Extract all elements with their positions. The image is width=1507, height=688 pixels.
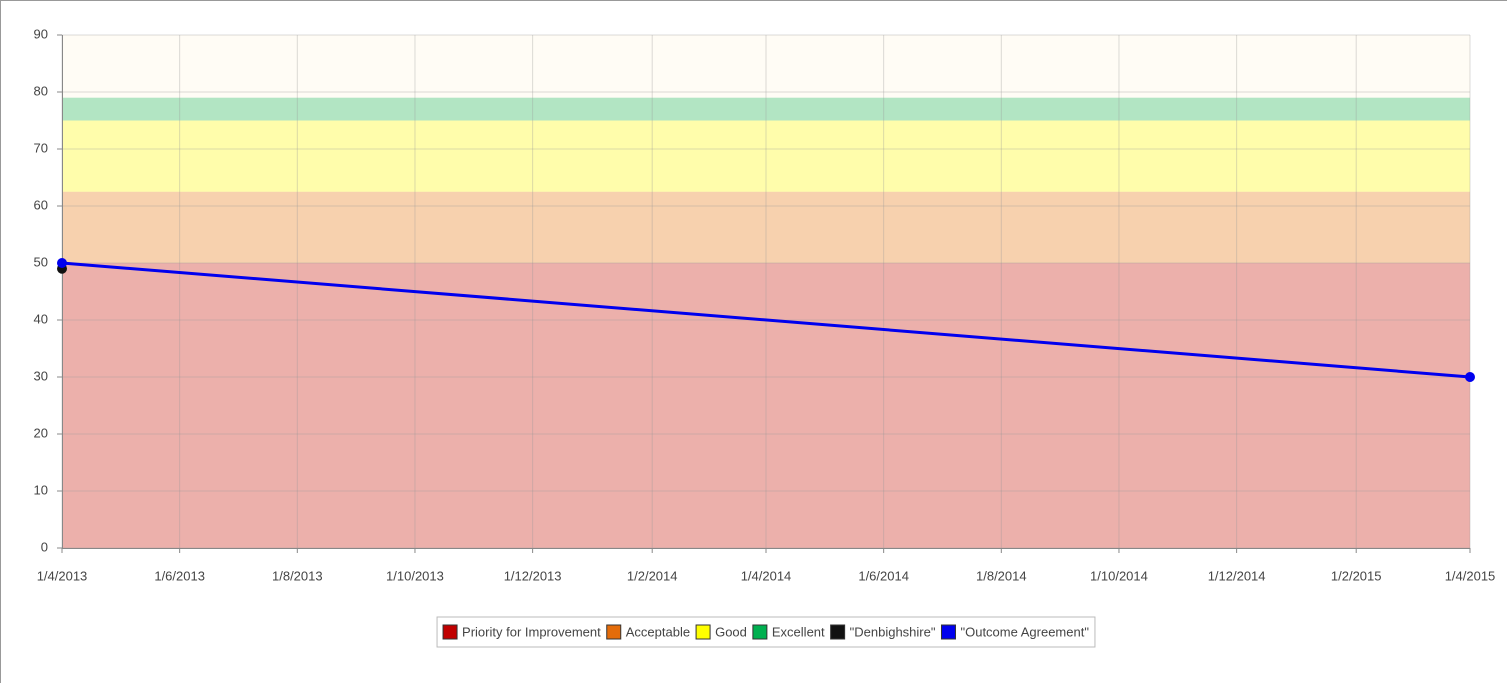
y-tick-label: 90 xyxy=(34,26,48,41)
legend-label: "Outcome Agreement" xyxy=(960,624,1089,639)
x-tick-label: 1/12/2014 xyxy=(1208,568,1266,583)
y-tick-label: 30 xyxy=(34,368,48,383)
x-tick-label: 1/10/2013 xyxy=(386,568,444,583)
x-tick-label: 1/2/2014 xyxy=(627,568,678,583)
legend-label: Excellent xyxy=(772,624,825,639)
x-tick-label: 1/10/2014 xyxy=(1090,568,1148,583)
legend-swatch xyxy=(752,624,768,640)
y-tick-label: 80 xyxy=(34,83,48,98)
legend-swatch xyxy=(606,624,622,640)
legend-label: "Denbighshire" xyxy=(850,624,936,639)
y-tick-label: 0 xyxy=(41,539,48,554)
x-tick-label: 1/4/2013 xyxy=(37,568,88,583)
legend-label: Good xyxy=(715,624,747,639)
y-tick-label: 50 xyxy=(34,254,48,269)
band xyxy=(62,191,1470,263)
x-tick-label: 1/4/2015 xyxy=(1445,568,1496,583)
legend-swatch xyxy=(442,624,458,640)
x-tick-label: 1/8/2013 xyxy=(272,568,323,583)
legend-swatch xyxy=(695,624,711,640)
y-tick-label: 20 xyxy=(34,425,48,440)
x-tick-label: 1/2/2015 xyxy=(1331,568,1382,583)
data-point xyxy=(57,258,67,268)
legend-label: Acceptable xyxy=(626,624,690,639)
x-tick-label: 1/6/2014 xyxy=(858,568,909,583)
y-tick-label: 60 xyxy=(34,197,48,212)
band xyxy=(62,97,1470,121)
band xyxy=(62,263,1470,548)
plot-background xyxy=(62,35,1470,548)
legend-swatch xyxy=(830,624,846,640)
x-tick-label: 1/8/2014 xyxy=(976,568,1027,583)
x-tick-label: 1/4/2014 xyxy=(741,568,792,583)
y-tick-label: 10 xyxy=(34,482,48,497)
legend-label: Priority for Improvement xyxy=(462,624,601,639)
series-line xyxy=(61,261,1471,379)
band xyxy=(62,120,1470,192)
x-tick-label: 1/6/2013 xyxy=(154,568,205,583)
y-tick-label: 70 xyxy=(34,140,48,155)
x-tick-label: 1/12/2013 xyxy=(504,568,562,583)
legend-swatch xyxy=(940,624,956,640)
y-tick-label: 40 xyxy=(34,311,48,326)
legend: Priority for Improvement Acceptable Good Ex… xyxy=(436,616,1096,648)
data-point xyxy=(1465,372,1475,382)
